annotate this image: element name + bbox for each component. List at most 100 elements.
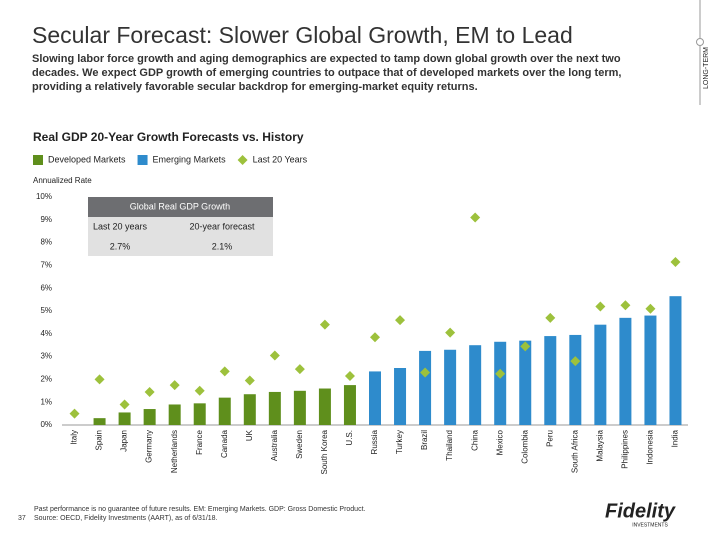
inset-header — [88, 197, 273, 217]
bar — [494, 341, 507, 425]
y-tick-label: 8% — [40, 238, 52, 247]
x-tick-label: Russia — [370, 429, 379, 454]
bar — [594, 324, 607, 425]
x-tick-label: Malaysia — [595, 429, 604, 461]
y-tick-label: 0% — [40, 420, 52, 429]
bar — [118, 412, 131, 425]
x-tick-label: Philippines — [621, 430, 630, 469]
data-point — [445, 327, 456, 338]
bar — [143, 409, 156, 425]
data-point — [294, 364, 305, 375]
bar — [619, 317, 632, 425]
inset-header-cell: Last 20 years — [93, 221, 148, 231]
inset-value: 2.7% — [110, 241, 131, 251]
y-tick-label: 5% — [40, 306, 52, 315]
x-tick-label: Spain — [95, 430, 104, 450]
footnote: Source: OECD, Fidelity Investments (AART… — [34, 515, 218, 522]
data-point — [169, 380, 180, 391]
x-tick-label: UK — [245, 429, 254, 441]
data-point — [69, 408, 80, 419]
chart-title: Real GDP 20-Year Growth Forecasts vs. Hi… — [33, 130, 304, 144]
y-axis-title: Annualized Rate — [33, 176, 92, 185]
x-tick-label: Turkey — [395, 430, 404, 454]
x-tick-label: South Korea — [320, 429, 329, 474]
x-tick-label: Sweden — [295, 430, 304, 459]
bar — [394, 368, 407, 425]
x-tick-label: South Africa — [570, 429, 579, 473]
x-tick-label: Brazil — [420, 430, 429, 450]
data-point — [144, 386, 155, 397]
bar — [168, 404, 181, 425]
bar — [293, 390, 306, 425]
x-tick-label: Colombia — [520, 429, 529, 463]
inset-value: 2.1% — [212, 241, 233, 251]
data-point — [219, 366, 230, 377]
data-point — [194, 385, 205, 396]
y-tick-label: 10% — [36, 192, 52, 201]
data-point — [244, 375, 255, 386]
inset-title: Global Real GDP Growth — [130, 201, 230, 211]
bar — [644, 315, 657, 425]
data-point — [620, 300, 631, 311]
y-tick-label: 6% — [40, 283, 52, 292]
x-tick-label: Australia — [270, 429, 279, 461]
x-tick-label: Peru — [545, 430, 554, 447]
data-point — [545, 312, 556, 323]
data-point — [94, 374, 105, 385]
data-point — [645, 303, 656, 314]
slide-subtitle: Slowing labor force growth and aging dem… — [32, 53, 622, 93]
data-point — [470, 212, 481, 223]
side-dot — [696, 38, 704, 46]
y-tick-label: 9% — [40, 215, 52, 224]
slide-title: Secular Forecast: Slower Global Growth, … — [32, 22, 573, 48]
bar — [444, 349, 457, 425]
x-tick-label: Indonesia — [646, 429, 655, 464]
bar — [268, 391, 281, 425]
data-point — [370, 332, 380, 343]
x-tick-label: Japan — [120, 430, 129, 452]
bar — [343, 385, 356, 425]
bar — [218, 397, 231, 425]
data-point — [344, 370, 355, 381]
inset-header-cell: 20-year forecast — [189, 221, 255, 231]
x-tick-label: France — [195, 429, 204, 454]
bar — [669, 296, 682, 425]
data-point — [570, 356, 581, 367]
legend-label: Last 20 Years — [253, 154, 308, 164]
data-point — [269, 350, 280, 361]
legend-swatch — [137, 155, 148, 165]
data-point — [595, 301, 606, 312]
bar — [544, 336, 557, 425]
bar — [243, 394, 256, 425]
y-tick-label: 2% — [40, 375, 52, 384]
data-point — [420, 367, 431, 378]
y-tick-label: 4% — [40, 329, 52, 338]
inset-body — [88, 217, 273, 256]
bar — [519, 340, 532, 425]
data-point — [520, 341, 531, 352]
x-tick-label: Thailand — [445, 430, 454, 461]
legend-label: Developed Markets — [48, 154, 126, 164]
data-point — [395, 315, 406, 326]
bar — [469, 345, 482, 425]
x-tick-label: Mexico — [495, 429, 504, 455]
y-tick-label: 1% — [40, 397, 52, 406]
footnote: Past performance is no guarantee of futu… — [34, 506, 366, 513]
x-tick-label: India — [671, 429, 680, 447]
logo-sub: INVESTMENTS — [632, 522, 668, 528]
x-tick-label: U.S. — [345, 430, 354, 446]
bar — [569, 334, 582, 425]
legend-swatch — [33, 155, 43, 165]
page-number: 37 — [18, 515, 26, 522]
x-tick-label: Netherlands — [170, 430, 179, 473]
logo: Fidelity — [605, 500, 676, 522]
bar — [318, 388, 331, 425]
side-tab: LONG-TERM — [703, 47, 710, 89]
footnotes: Past performance is no guarantee of futu… — [34, 505, 365, 523]
x-tick-label: China — [470, 429, 479, 450]
x-tick-label: Canada — [220, 429, 229, 458]
legend-swatch — [237, 155, 248, 165]
y-tick-label: 7% — [40, 261, 52, 270]
